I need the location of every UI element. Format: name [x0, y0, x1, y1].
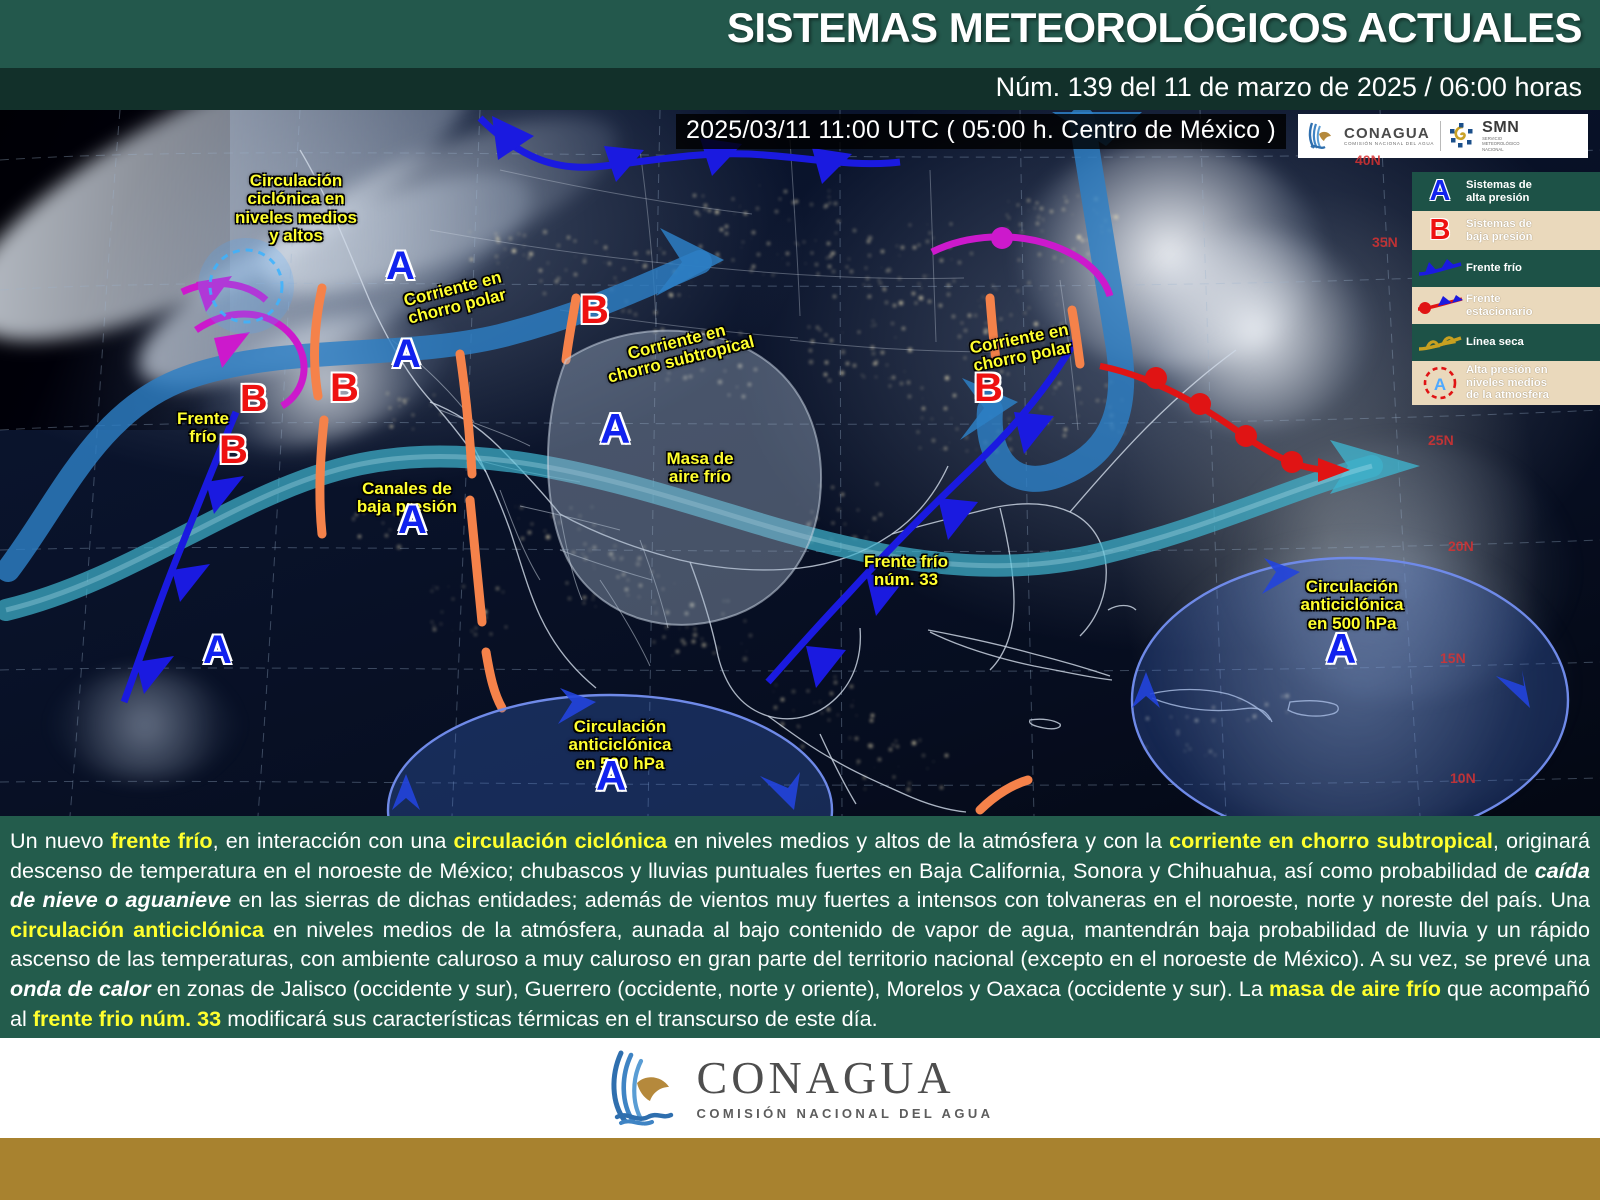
conagua-tagline: COMISIÓN NACIONAL DEL AGUA	[1344, 141, 1434, 146]
legend-row-dry-line[interactable]: Línea seca	[1412, 324, 1600, 361]
legend-row-high-pressure-A[interactable]: A Sistemas de alta presión	[1412, 172, 1600, 211]
header-bar: SISTEMAS METEOROLÓGICOS ACTUALES	[0, 0, 1600, 68]
footer: CONAGUA COMISIÓN NACIONAL DEL AGUA	[0, 1038, 1600, 1138]
cold-air-mass-region	[548, 331, 821, 625]
legend-row-stationary-front[interactable]: Frente estacionario	[1412, 287, 1600, 324]
low-pressure-symbol: B	[219, 430, 248, 470]
stationary-front-icon	[1414, 295, 1466, 317]
forecast-text: modificará sus características térmicas …	[221, 1006, 877, 1031]
conagua-eagle-water-icon	[1306, 120, 1338, 152]
page-title: SISTEMAS METEOROLÓGICOS ACTUALES	[727, 4, 1582, 52]
trough-central-america	[980, 780, 1028, 810]
mid-level-high-icon: A	[1414, 364, 1466, 402]
grid-label: 35N	[1372, 234, 1398, 250]
map-timestamp: 2025/03/11 11:00 UTC ( 05:00 h. Centro d…	[676, 114, 1286, 149]
high-pressure-symbol: A	[392, 334, 421, 374]
agency-logos: CONAGUA COMISIÓN NACIONAL DEL AGUA SMN	[1298, 114, 1588, 158]
header-subbar: Núm. 139 del 11 de marzo de 2025 / 06:00…	[0, 68, 1600, 110]
forecast-emphasis: frente frio núm. 33	[33, 1006, 221, 1031]
stationary-front-atlantic	[1100, 366, 1350, 482]
low-pressure-B-icon: B	[1414, 214, 1466, 247]
footer-tagline: COMISIÓN NACIONAL DEL AGUA	[697, 1106, 994, 1121]
dry-line-icon	[1414, 332, 1466, 354]
smn-logo: SMN SERVICIO METEOROLÓGICO NACIONAL	[1447, 120, 1519, 151]
conagua-eagle-water-icon	[607, 1049, 681, 1127]
smn-spiral-icon	[1447, 121, 1477, 151]
grid-label: 10N	[1450, 770, 1476, 786]
forecast-text: en zonas de Jalisco (occidente y sur), G…	[151, 976, 1269, 1001]
cold-front-icon	[1414, 258, 1466, 280]
legend-label: Sistemas de alta presión	[1466, 179, 1532, 204]
forecast-emphasis: circulación anticiclónica	[10, 917, 264, 942]
bulletin-number-date: Núm. 139 del 11 de marzo de 2025 / 06:00…	[996, 72, 1582, 103]
grid-label: 20N	[1448, 538, 1474, 554]
legend-label: Sistemas de baja presión	[1466, 218, 1533, 243]
legend-row-low-pressure-B[interactable]: B Sistemas de baja presión	[1412, 211, 1600, 250]
low-pressure-symbol: B	[580, 290, 609, 330]
svg-text:A: A	[1434, 375, 1446, 394]
forecast-emphasis: corriente en chorro subtropical	[1169, 828, 1493, 853]
forecast-emphasis: frente frío	[111, 828, 213, 853]
forecast-emphasis: masa de aire frío	[1269, 976, 1441, 1001]
legend-label: Alta presión en niveles medios de la atm…	[1466, 364, 1549, 402]
weather-bulletin-page: SISTEMAS METEOROLÓGICOS ACTUALES Núm. 13…	[0, 0, 1600, 1200]
low-pressure-symbol: B	[240, 380, 267, 418]
forecast-text: , en interacción con una	[213, 828, 454, 853]
footer-conagua-logo: CONAGUA COMISIÓN NACIONAL DEL AGUA	[607, 1049, 994, 1127]
forecast-text: en las sierras de dichas entidades; adem…	[231, 887, 1590, 912]
cyclonic-circulation-gulf	[932, 227, 1110, 296]
grid-label: 25N	[1428, 432, 1454, 448]
smn-wordmark: SMN	[1482, 120, 1519, 136]
forecast-text-panel: Un nuevo frente frío, en interacción con…	[0, 816, 1600, 1038]
conagua-logo: CONAGUA COMISIÓN NACIONAL DEL AGUA	[1306, 120, 1434, 152]
high-pressure-symbol: A	[203, 630, 232, 670]
logo-divider	[1440, 121, 1441, 151]
high-pressure-symbol: A	[1326, 628, 1356, 670]
legend-label: Frente frío	[1466, 262, 1522, 275]
map-legend[interactable]: A Sistemas de alta presión B Sistemas de ba…	[1412, 172, 1600, 405]
high-pressure-symbol: A	[596, 755, 626, 797]
legend-row-cold-front[interactable]: Frente frío	[1412, 250, 1600, 287]
footer-edge	[0, 1130, 1600, 1138]
high-pressure-symbol: A	[600, 408, 630, 450]
grid-label: 15N	[1440, 650, 1466, 666]
high-pressure-symbol: A	[398, 500, 427, 540]
forecast-emphasis: onda de calor	[10, 976, 151, 1001]
mid-level-circulation-ring	[198, 238, 294, 334]
footer-wordmark: CONAGUA	[697, 1055, 994, 1101]
legend-label: Línea seca	[1466, 336, 1524, 349]
high-pressure-symbol: A	[386, 246, 415, 286]
smn-tagline: SERVICIO METEOROLÓGICO NACIONAL	[1482, 136, 1519, 151]
high-pressure-A-icon: A	[1414, 175, 1466, 208]
gold-bottom-bar	[0, 1138, 1600, 1200]
forecast-text: en niveles medios y altos de la atmósfer…	[667, 828, 1169, 853]
satellite-weather-map[interactable]: 2025/03/11 11:00 UTC ( 05:00 h. Centro d…	[0, 110, 1600, 816]
low-pressure-symbol: B	[974, 368, 1003, 408]
forecast-text: Un nuevo	[10, 828, 111, 853]
forecast-description: Un nuevo frente frío, en interacción con…	[10, 826, 1590, 1033]
legend-row-mid-level-high[interactable]: A Alta presión en niveles medios de la at…	[1412, 361, 1600, 405]
low-pressure-symbol: B	[330, 368, 359, 408]
anticyclonic-circle-atlantic	[1132, 558, 1568, 816]
forecast-emphasis: circulación ciclónica	[454, 828, 668, 853]
conagua-wordmark: CONAGUA	[1344, 126, 1434, 141]
legend-label: Frente estacionario	[1466, 293, 1533, 318]
grid-label: 40N	[1355, 152, 1381, 168]
